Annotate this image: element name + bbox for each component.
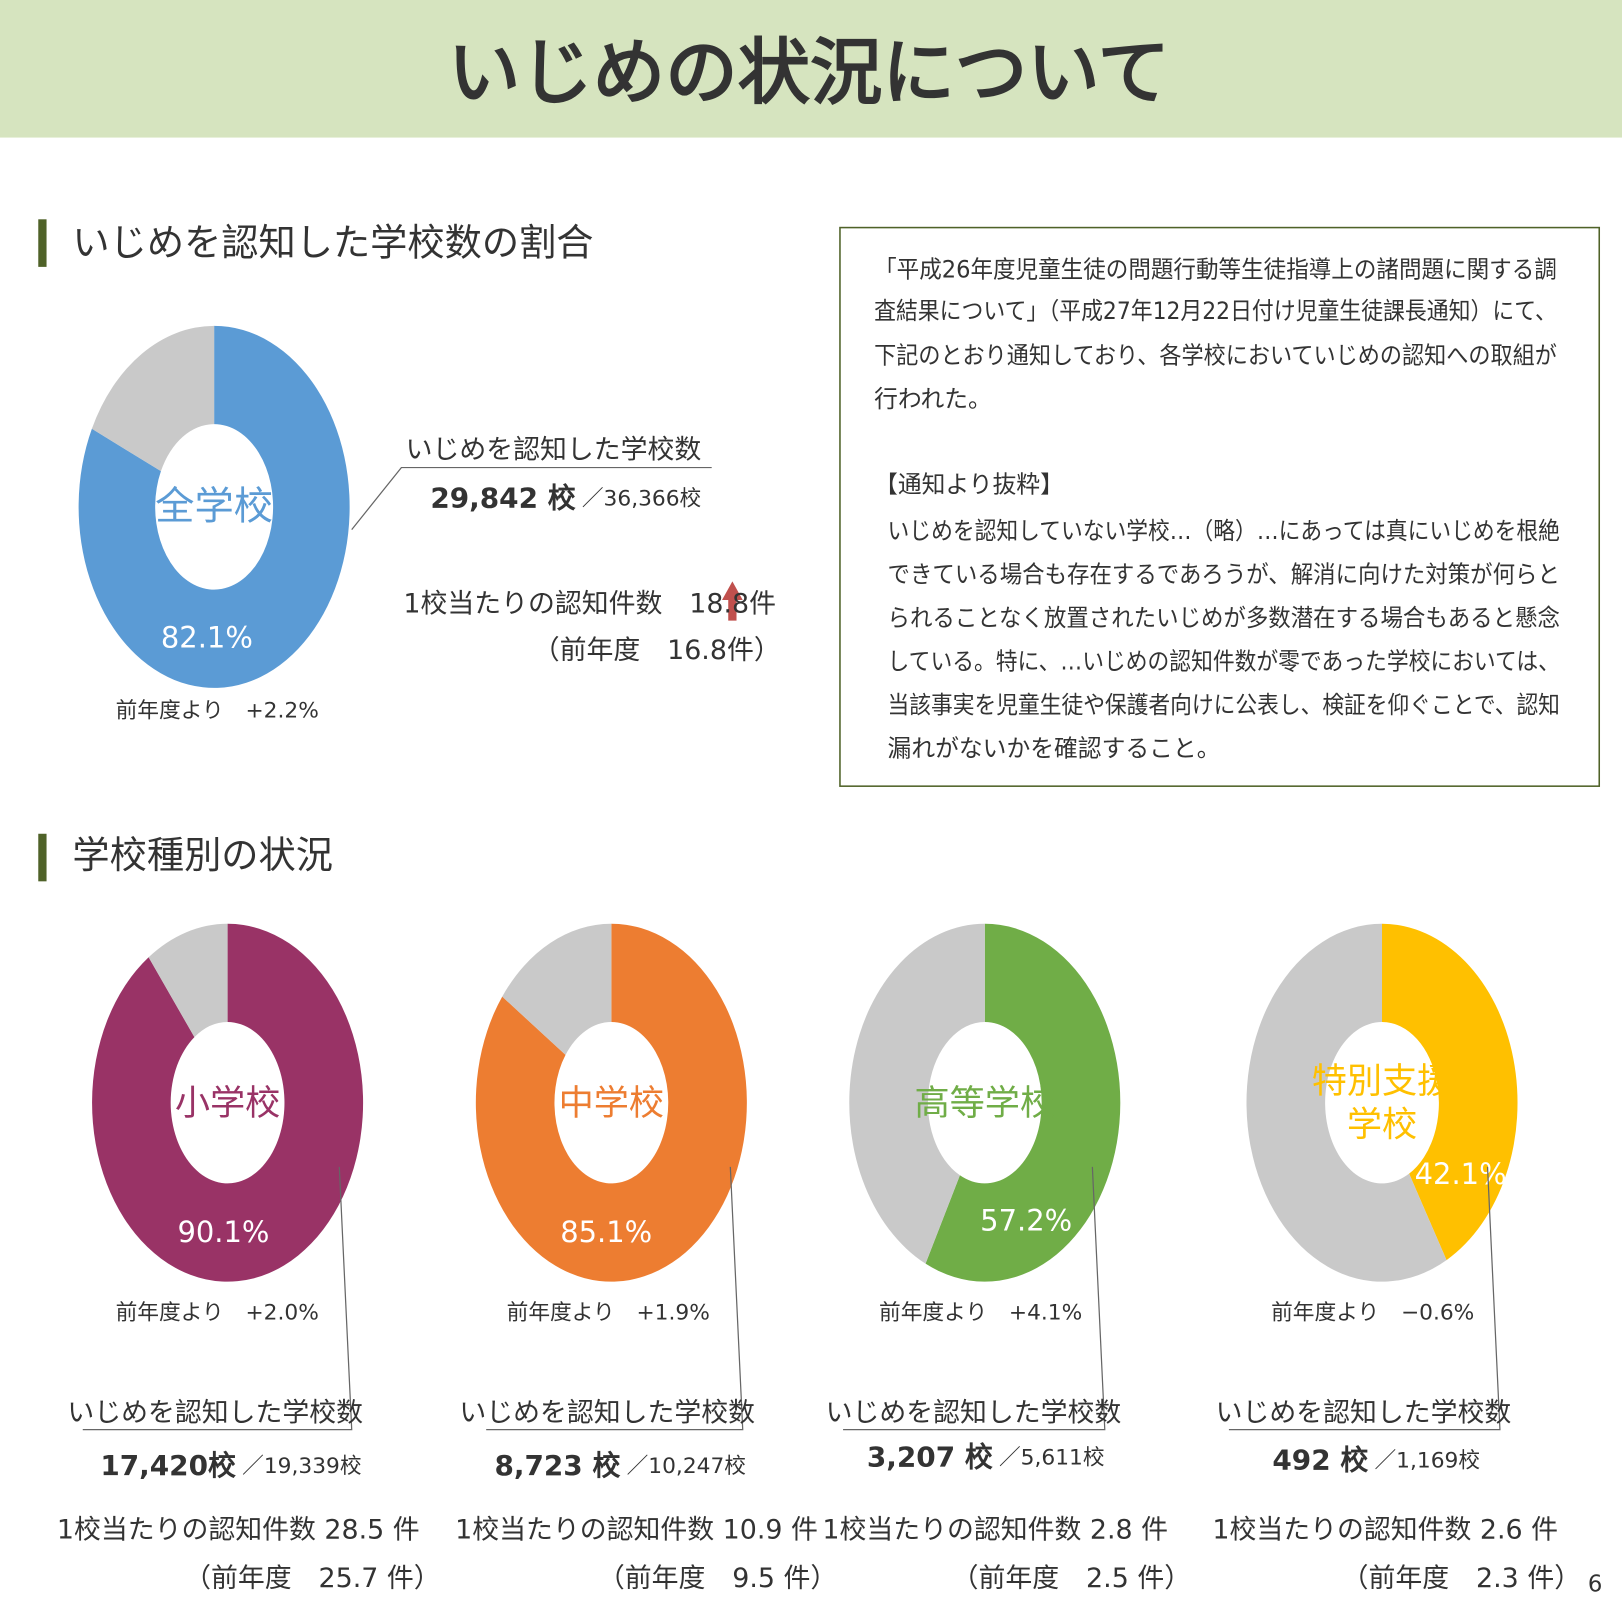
note-line: 下記のとおり通知しており、各学校においていじめの認知への取組が — [874, 341, 1557, 369]
per-school: 1校当たりの認知件数 28.5 件 — [57, 1514, 420, 1545]
total: ／1,169校 — [1374, 1449, 1480, 1474]
change-label: 前年度より +2.2% — [116, 699, 319, 724]
total: ／36,366校 — [582, 487, 701, 512]
center-label: 中学校 — [559, 1083, 664, 1124]
value-label: 42.1% — [1415, 1157, 1507, 1191]
center-label: 特別支援 — [1312, 1061, 1453, 1102]
pie-segment — [148, 923, 228, 1038]
change-label: 前年度より +1.9% — [507, 1301, 710, 1326]
page-title: いじめの状況について — [448, 32, 1170, 116]
section-bar — [38, 833, 47, 882]
count: 29,842 校 — [430, 482, 575, 515]
pie-segment — [78, 325, 350, 688]
count: 8,723 校 — [494, 1449, 620, 1482]
count: 17,420校 — [100, 1449, 236, 1482]
count-title: いじめを認知した学校数 — [406, 435, 702, 466]
quote-line: 漏れがないかを確認すること。 — [888, 734, 1221, 762]
count: 3,207 校 — [867, 1441, 993, 1474]
quote-line: している。特に、…いじめの認知件数が零であった学校においては、 — [888, 648, 1560, 676]
leader-line — [1228, 1166, 1501, 1431]
count-title: いじめを認知した学校数 — [67, 1398, 363, 1429]
value-label: 90.1% — [177, 1215, 269, 1249]
change-label: 前年度より −0.6% — [1271, 1301, 1474, 1326]
per-school: 1校当たりの認知件数 10.9 件 — [455, 1514, 818, 1545]
pie-segment — [925, 923, 1121, 1282]
note-heading: 【通知より抜粋】 — [874, 471, 1064, 499]
count-line: 3,207 校／5,611校 — [867, 1441, 1105, 1474]
previous: （前年度 25.7 件） — [184, 1563, 441, 1594]
center-label: 全学校 — [155, 484, 273, 529]
count-title: いじめを認知した学校数 — [826, 1398, 1122, 1429]
total: ／10,247校 — [627, 1454, 746, 1479]
note-line: 行われた。 — [874, 385, 992, 413]
count-title: いじめを認知した学校数 — [1216, 1398, 1512, 1429]
up-arrow — [722, 581, 743, 621]
page-number: 6 — [1588, 1571, 1602, 1597]
count-title: いじめを認知した学校数 — [459, 1398, 755, 1429]
leader-line — [351, 466, 712, 531]
section-bar — [38, 219, 47, 267]
pie-segment — [92, 923, 364, 1282]
change-label: 前年度より +4.1% — [879, 1301, 1082, 1326]
section-title: 学校種別の状況 — [72, 833, 333, 877]
previous: （前年度 2.5 件） — [952, 1563, 1191, 1594]
quote-line: 当該事実を児童生徒や保護者向けに公表し、検証を仰ぐことで、認知 — [888, 691, 1560, 719]
note-line: 査結果について」（平成27年12月22日付け児童生徒課長通知）にて、 — [874, 297, 1557, 325]
value-label: 85.1% — [560, 1215, 652, 1249]
leader-line — [843, 1166, 1106, 1431]
quote-line: いじめを認知していない学校…（略）…にあっては真にいじめを根絶 — [888, 517, 1560, 545]
pie-segment — [1382, 923, 1518, 1261]
note-box — [839, 226, 1601, 787]
quote-line: られることなく放置されたいじめが多数潜在する場合もあると懸念 — [888, 604, 1560, 632]
previous: （前年度 16.8件） — [533, 635, 781, 666]
leader-line — [82, 1166, 353, 1431]
previous: （前年度 2.3 件） — [1342, 1563, 1581, 1594]
count-line: 17,420校 ／19,339校 — [100, 1449, 361, 1482]
pie-segment — [849, 923, 985, 1264]
per-school: 1校当たりの認知件数 18.8件 — [403, 589, 776, 620]
value-label: 57.2% — [980, 1204, 1072, 1238]
quote-line: できている場合も存在するであろうが、解消に向けた対策が何らと — [888, 561, 1560, 589]
change-label: 前年度より +2.0% — [116, 1301, 319, 1326]
pie-segment — [502, 923, 612, 1055]
count-line: 492 校／1,169校 — [1272, 1444, 1480, 1477]
note-line: 「平成26年度児童生徒の問題行動等生徒指導上の諸問題に関する調 — [874, 256, 1557, 284]
center-label: 学校 — [1347, 1105, 1417, 1146]
pie-segment — [91, 325, 215, 472]
count-line: 29,842 校 ／36,366校 — [430, 482, 701, 515]
per-school: 1校当たりの認知件数 2.8 件 — [822, 1514, 1168, 1545]
value-label: 82.1% — [161, 620, 253, 654]
count-line: 8,723 校 ／10,247校 — [494, 1449, 746, 1482]
total: ／19,339校 — [242, 1454, 361, 1479]
pie-segment — [475, 923, 747, 1282]
leader-line — [486, 1166, 744, 1431]
center-label: 高等学校 — [914, 1083, 1055, 1124]
previous: （前年度 9.5 件） — [598, 1563, 837, 1594]
per-school: 1校当たりの認知件数 2.6 件 — [1212, 1514, 1558, 1545]
pie-segment — [1246, 923, 1447, 1282]
header-band — [0, 0, 1622, 138]
section-title: いじめを認知した学校数の割合 — [72, 221, 593, 265]
center-label: 小学校 — [175, 1083, 280, 1124]
count: 492 校 — [1272, 1444, 1368, 1477]
total: ／5,611校 — [999, 1446, 1105, 1471]
